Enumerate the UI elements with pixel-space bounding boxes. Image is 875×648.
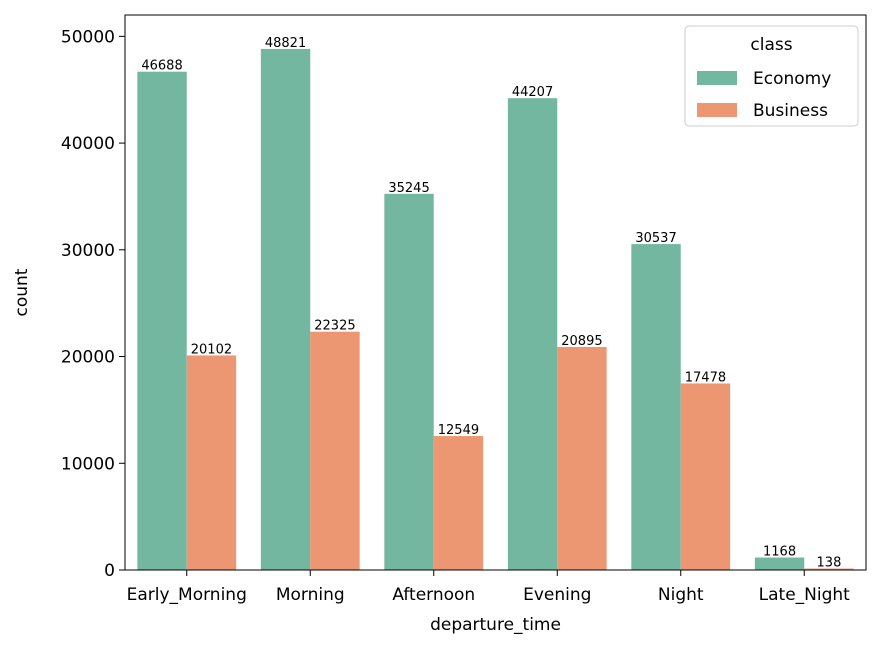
data-label-economy-afternoon: 35245 (388, 181, 429, 196)
data-label-economy-evening: 44207 (512, 85, 553, 100)
data-label-economy-morning: 48821 (265, 36, 306, 51)
y-axis-label: count (12, 268, 32, 316)
x-axis: Early_Morning Morning Afternoon Evening Nigh… (127, 570, 851, 605)
y-tick-label-20000: 20000 (61, 348, 115, 368)
data-label-business-early-morning: 20102 (191, 342, 232, 357)
bar-economy-early-morning (137, 71, 187, 571)
data-labels-layer: 46688 20102 48821 22325 35245 12549 44207 20895… (141, 36, 841, 571)
data-label-economy-night: 30537 (635, 231, 676, 246)
legend-swatch-business (697, 103, 737, 117)
x-tick-label-afternoon: Afternoon (392, 585, 475, 605)
legend-swatch-economy (697, 71, 737, 85)
y-tick-label-30000: 30000 (61, 241, 115, 261)
y-tick-label-0: 0 (104, 561, 115, 581)
plot-frame (124, 14, 867, 571)
y-axis: 0 10000 20000 30000 40000 50000 (61, 27, 125, 581)
bar-business-morning (310, 331, 360, 570)
legend-label-economy: Economy (753, 69, 831, 89)
x-tick-label-evening: Evening (523, 585, 591, 605)
data-label-business-afternoon: 12549 (438, 423, 479, 438)
bar-economy-night (631, 244, 681, 571)
bar-economy-evening (507, 98, 558, 570)
data-label-business-evening: 20895 (561, 334, 602, 349)
legend: class Economy Business (684, 25, 859, 127)
bar-economy-late-night (754, 557, 805, 570)
bar-business-afternoon (433, 436, 484, 570)
y-tick-label-10000: 10000 (61, 454, 115, 474)
data-label-business-night: 17478 (685, 370, 726, 385)
data-label-economy-early-morning: 46688 (141, 59, 182, 74)
legend-label-business: Business (753, 101, 828, 121)
y-tick-label-40000: 40000 (61, 134, 115, 154)
x-tick-label-late-night: Late_Night (759, 585, 851, 605)
bar-economy-afternoon (384, 193, 434, 571)
legend-box (684, 25, 859, 127)
bar-business-late-night (804, 568, 854, 570)
bar-economy-morning (260, 48, 311, 571)
bar-business-night (680, 383, 731, 570)
data-label-business-morning: 22325 (314, 319, 355, 334)
y-tick-label-50000: 50000 (61, 27, 115, 47)
bars-layer (137, 48, 854, 571)
x-axis-label: departure_time (430, 615, 561, 635)
data-label-business-late-night: 138 (817, 556, 842, 571)
x-tick-label-morning: Morning (276, 585, 345, 605)
legend-title: class (750, 35, 792, 55)
data-label-economy-late-night: 1168 (763, 545, 796, 560)
bar-business-early-morning (186, 355, 237, 570)
x-tick-label-night: Night (658, 585, 704, 605)
x-tick-label-early-morning: Early_Morning (127, 585, 247, 605)
bar-business-evening (557, 346, 607, 570)
